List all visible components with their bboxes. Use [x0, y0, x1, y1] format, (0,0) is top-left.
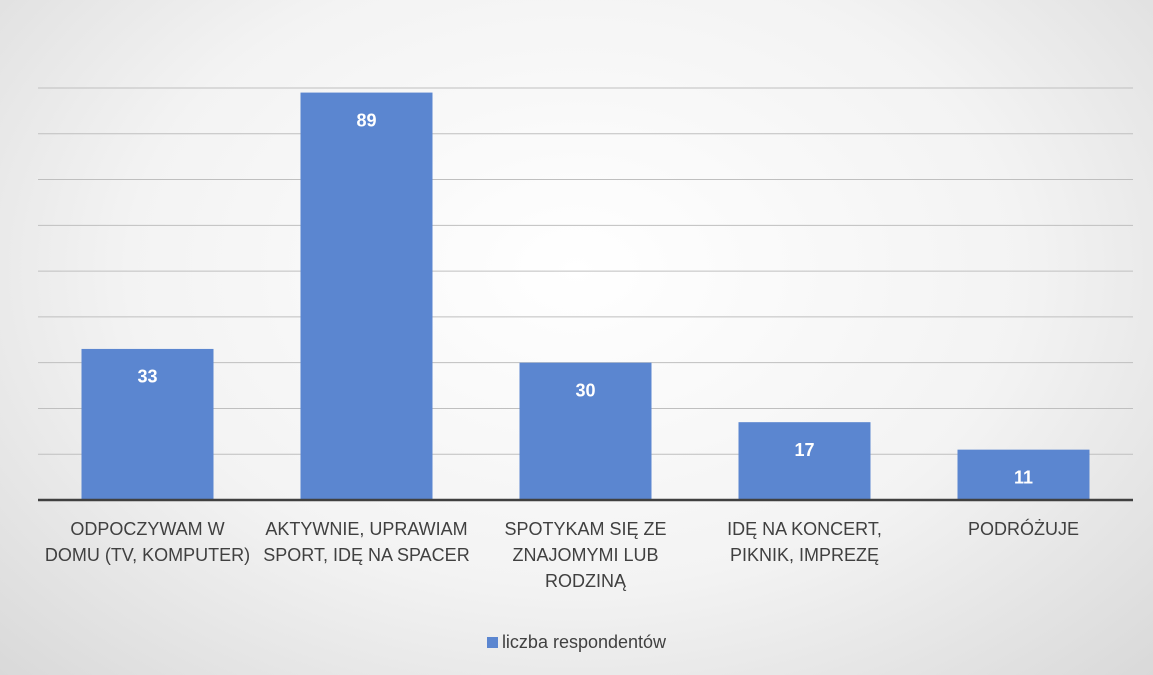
bar	[957, 449, 1090, 500]
value-label: 11	[1014, 467, 1033, 487]
x-tick-label: ODPOCZYWAM W DOMU (TV, KOMPUTER)	[44, 519, 251, 565]
x-tick-label: SPOTYKAM SIĘ ZE ZNAJOMYMI LUB RODZINĄ	[504, 519, 667, 591]
legend-swatch	[486, 637, 498, 648]
legend: liczba respondentów	[0, 632, 1153, 653]
x-tick-label: IDĘ NA KONCERT, PIKNIK, IMPREZĘ	[727, 519, 882, 565]
bar	[519, 362, 652, 500]
bar	[738, 422, 871, 500]
value-label: 33	[137, 367, 157, 387]
value-label: 30	[575, 380, 595, 400]
legend-label: liczba respondentów	[501, 632, 667, 652]
x-tick-label: PODRÓŻUJE	[967, 519, 1079, 539]
bar	[81, 348, 214, 500]
x-tick-label: AKTYWNIE, UPRAWIAM SPORT, IDĘ NA SPACER	[263, 519, 470, 565]
value-label: 17	[794, 440, 814, 460]
bar	[300, 92, 433, 501]
value-label: 89	[356, 110, 376, 130]
